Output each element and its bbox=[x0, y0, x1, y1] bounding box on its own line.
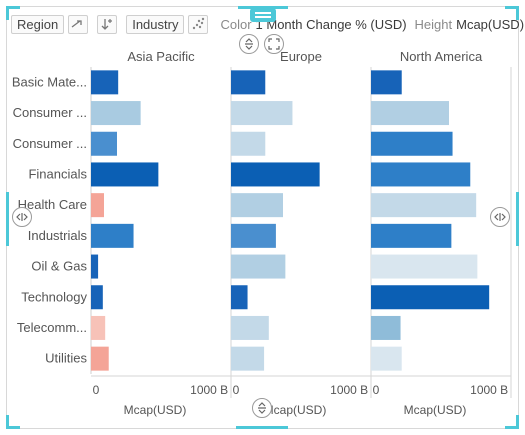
top-resize-handle[interactable] bbox=[238, 6, 288, 9]
bar bbox=[231, 193, 283, 218]
category-label: Industrials bbox=[28, 228, 88, 243]
left-resize-handle[interactable] bbox=[6, 192, 9, 246]
col-by-selector[interactable]: Industry bbox=[126, 14, 185, 34]
resize-horizontal-icon[interactable] bbox=[490, 207, 510, 227]
category-label: Telecomm... bbox=[17, 320, 87, 335]
category-label: Consumer ... bbox=[13, 136, 87, 151]
corner-handle-top-right[interactable] bbox=[505, 6, 519, 20]
bar bbox=[231, 101, 293, 126]
bar bbox=[371, 346, 402, 371]
bar bbox=[371, 193, 477, 218]
panel-title: North America bbox=[400, 49, 483, 64]
bar bbox=[91, 285, 103, 310]
bar bbox=[371, 223, 452, 248]
bar bbox=[231, 131, 266, 156]
category-label: Health Care bbox=[18, 197, 87, 212]
bar bbox=[371, 285, 490, 310]
category-label: Utilities bbox=[45, 351, 87, 366]
category-label: Financials bbox=[28, 166, 87, 181]
bar bbox=[371, 162, 471, 187]
category-label: Consumer ... bbox=[13, 105, 87, 120]
x-tick-label: 0 bbox=[373, 383, 380, 397]
bar bbox=[231, 223, 276, 248]
bar bbox=[231, 162, 320, 187]
fullscreen-icon[interactable] bbox=[264, 34, 284, 54]
bar bbox=[231, 254, 286, 279]
x-tick-label: 1000 B bbox=[470, 383, 508, 397]
scatter-plot-icon[interactable] bbox=[188, 14, 209, 34]
bar bbox=[91, 346, 109, 371]
panel-title: Europe bbox=[280, 49, 322, 64]
toolbar: Region Industry Color 1 Month Change % (… bbox=[11, 14, 524, 34]
category-label: Basic Mate... bbox=[12, 74, 87, 89]
bar bbox=[231, 285, 248, 310]
bar bbox=[91, 254, 99, 279]
bar bbox=[91, 101, 141, 126]
bar bbox=[371, 315, 401, 340]
bar bbox=[91, 315, 106, 340]
corner-handle-top-left[interactable] bbox=[6, 6, 20, 20]
x-axis-label: Mcap(USD) bbox=[404, 403, 467, 417]
corner-handle-bottom-left[interactable] bbox=[6, 415, 20, 429]
corner-handle-bottom-right[interactable] bbox=[505, 415, 519, 429]
bar bbox=[91, 193, 104, 218]
x-axis-label: Mcap(USD) bbox=[264, 403, 327, 417]
bar bbox=[231, 315, 269, 340]
swap-arrow-icon[interactable] bbox=[68, 14, 89, 34]
resize-horizontal-icon[interactable] bbox=[12, 207, 32, 227]
sort-descending-icon[interactable] bbox=[97, 14, 118, 34]
bottom-resize-handle[interactable] bbox=[236, 426, 288, 429]
color-label: Color bbox=[220, 16, 252, 32]
bar bbox=[371, 131, 453, 156]
row-by-selector[interactable]: Region bbox=[11, 14, 65, 34]
x-axis-label: Mcap(USD) bbox=[124, 403, 187, 417]
right-resize-handle[interactable] bbox=[516, 192, 519, 246]
category-label: Oil & Gas bbox=[31, 259, 87, 274]
x-tick-label: 0 bbox=[233, 383, 240, 397]
bar bbox=[91, 162, 159, 187]
bar bbox=[231, 346, 265, 371]
bar bbox=[91, 70, 119, 95]
bar bbox=[91, 131, 117, 156]
x-tick-label: 1000 B bbox=[190, 383, 228, 397]
height-measure[interactable]: Mcap(USD) bbox=[456, 16, 525, 32]
bar bbox=[371, 101, 449, 126]
color-measure[interactable]: 1 Month Change % (USD) bbox=[255, 16, 407, 32]
bar bbox=[371, 254, 478, 279]
panel-title: Asia Pacific bbox=[127, 49, 195, 64]
drag-handle-icon[interactable] bbox=[250, 8, 276, 22]
x-tick-label: 1000 B bbox=[330, 383, 368, 397]
expand-vertical-icon[interactable] bbox=[252, 398, 272, 418]
bar bbox=[371, 70, 402, 95]
category-label: Technology bbox=[21, 289, 87, 304]
expand-vertical-icon[interactable] bbox=[239, 34, 259, 54]
height-label: Height bbox=[414, 16, 453, 32]
x-tick-label: 0 bbox=[93, 383, 100, 397]
bar bbox=[231, 70, 266, 95]
bar bbox=[91, 223, 134, 248]
